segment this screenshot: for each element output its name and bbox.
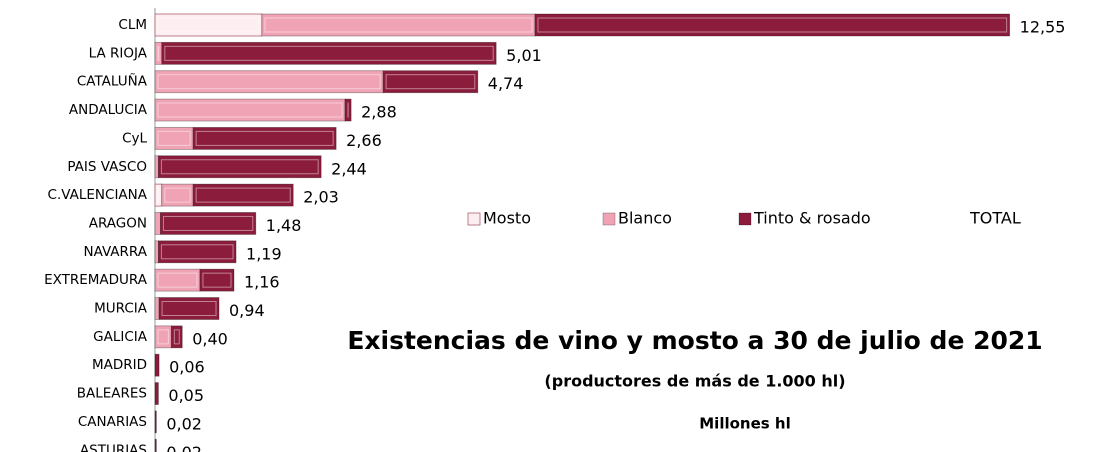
bar-segment xyxy=(154,13,263,37)
y-tick-label: C.VALENCIANA xyxy=(48,187,148,203)
bar-segment xyxy=(192,127,337,150)
bar-bevel xyxy=(164,45,494,61)
bar-segment xyxy=(161,41,497,65)
legend-label: TOTAL xyxy=(969,209,1021,228)
bar-segment xyxy=(154,98,346,122)
y-tick-label: NAVARRA xyxy=(83,244,147,260)
bar-segment xyxy=(154,212,161,235)
bar-segment xyxy=(158,297,220,320)
bar-bevel xyxy=(202,272,232,288)
legend-swatch xyxy=(467,212,481,226)
bar-segment xyxy=(154,70,384,94)
y-tick-label: ASTURIAS xyxy=(80,442,147,452)
y-tick-label: BALEARES xyxy=(77,386,147,402)
y-tick-label: GALICIA xyxy=(93,329,148,345)
data-label: 4,74 xyxy=(488,74,524,93)
y-tick-label: LA RIOJA xyxy=(89,45,148,61)
bar-segment xyxy=(154,438,157,452)
bar-segment xyxy=(154,268,201,292)
data-label: 12,55 xyxy=(1020,18,1066,37)
chart-title: Existencias de vino y mosto a 30 de juli… xyxy=(347,326,1042,355)
bar-segment xyxy=(158,240,237,264)
bar-segment xyxy=(199,268,235,292)
bar-bevel xyxy=(195,187,291,203)
bar-segment xyxy=(344,98,352,122)
data-label: 5,01 xyxy=(506,46,542,65)
data-label: 0,02 xyxy=(166,443,202,452)
legend-label: Blanco xyxy=(618,209,672,228)
bar-segment xyxy=(154,297,160,320)
y-tick-label: PAIS VASCO xyxy=(67,159,147,175)
legend-swatch xyxy=(602,212,616,226)
bar-bevel xyxy=(157,272,198,288)
y-tick-label: ARAGON xyxy=(89,215,147,231)
bar-bevel xyxy=(157,45,160,61)
data-label: 2,03 xyxy=(303,188,339,207)
data-label: 0,06 xyxy=(169,358,205,377)
bar-bevel xyxy=(264,17,533,33)
bar-segment xyxy=(154,353,160,377)
y-tick-label: MADRID xyxy=(92,357,147,373)
bar-bevel xyxy=(157,74,381,90)
bar-bevel xyxy=(157,329,169,345)
bar-bevel xyxy=(157,102,343,118)
bar-bevel xyxy=(537,17,1008,33)
bar-segment xyxy=(534,13,1011,37)
bar-segment xyxy=(382,70,479,94)
y-tick-label: CANARIAS xyxy=(78,414,147,430)
data-label: 1,48 xyxy=(266,216,302,235)
chart-subtitle: (productores de más de 1.000 hl) xyxy=(544,372,845,391)
unit-label: Millones hl xyxy=(699,415,790,433)
bar-bevel xyxy=(160,159,319,175)
bar-segment xyxy=(158,155,322,179)
data-label: 2,44 xyxy=(331,159,367,178)
bar-bevel xyxy=(173,329,180,345)
bar-segment xyxy=(154,240,159,264)
bar-segment xyxy=(154,382,159,405)
bar-segment xyxy=(170,325,183,349)
bar-bevel xyxy=(160,244,234,260)
legend-label: Tinto & rosado xyxy=(753,209,871,228)
y-tick-label: ANDALUCIA xyxy=(69,102,148,118)
data-label: 0,40 xyxy=(192,329,228,348)
legend-label: Mosto xyxy=(483,209,531,228)
bar-bevel xyxy=(385,74,476,90)
bar-bevel xyxy=(157,17,260,33)
bar-segment xyxy=(160,212,257,235)
y-tick-label: MURCIA xyxy=(94,301,148,317)
bar-bevel xyxy=(157,130,191,146)
bar-bevel xyxy=(161,301,217,316)
data-label: 0,02 xyxy=(166,414,202,433)
bar-segment xyxy=(192,183,294,207)
data-label: 0,94 xyxy=(229,301,265,320)
data-label: 1,19 xyxy=(246,244,282,263)
data-label: 2,88 xyxy=(361,103,397,122)
data-label: 2,66 xyxy=(346,131,382,150)
y-tick-label: CyL xyxy=(122,130,147,146)
bar-segment xyxy=(161,183,194,207)
bar-segment xyxy=(154,127,194,150)
data-label: 0,05 xyxy=(168,386,204,405)
bar-bevel xyxy=(162,215,254,231)
y-tick-label: CLM xyxy=(118,17,147,33)
bar-segment xyxy=(261,13,536,37)
bar-segment xyxy=(154,155,159,179)
bar-segment xyxy=(154,325,172,349)
bar-segment xyxy=(154,410,157,434)
y-tick-label: CATALUÑA xyxy=(77,73,148,90)
bar-bevel xyxy=(195,130,334,146)
legend-swatch xyxy=(738,212,752,226)
bar-bevel xyxy=(164,187,191,203)
bar-bevel xyxy=(157,187,160,203)
data-label: 1,16 xyxy=(244,273,280,292)
y-tick-label: EXTREMADURA xyxy=(44,272,148,288)
